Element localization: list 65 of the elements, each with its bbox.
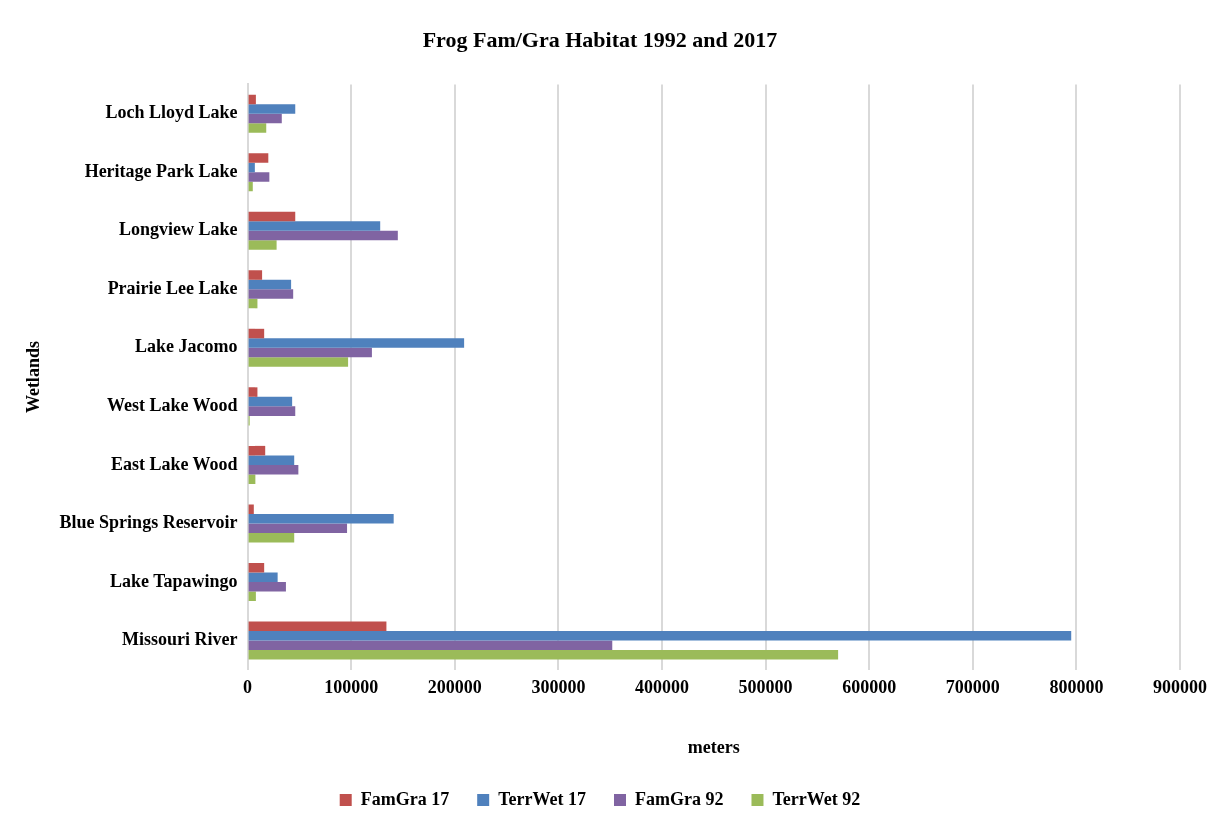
x-tick-label: 300000 [531,677,586,698]
bar [248,240,277,250]
x-tick-label: 100000 [324,677,379,698]
bar [248,650,839,660]
bar [248,104,296,114]
x-tick-label: 700000 [945,677,1000,698]
legend-label: TerrWet 92 [772,788,861,809]
bar [248,357,349,367]
x-tick-label: 800000 [1049,677,1104,698]
bar [248,504,254,514]
bar [248,153,269,163]
bar [248,631,1072,641]
bar [248,445,266,456]
y-tick-label: Longview Lake [119,219,238,240]
bar [248,513,394,524]
legend-label: FamGra 92 [635,788,724,809]
x-tick-label: 200000 [427,677,482,698]
y-tick-label: East Lake Wood [110,453,238,474]
chart-title: Frog Fam/Gra Habitat 1992 and 2017 [422,26,778,52]
legend-label: FamGra 17 [360,788,450,809]
bar [248,591,256,602]
bar [248,406,296,416]
x-tick-label: 500000 [738,677,793,698]
x-tick-label: 0 [243,677,253,698]
y-axis-title: Wetlands [23,341,44,414]
bar [248,621,387,632]
bar [248,328,265,339]
bar [248,581,286,592]
bar [248,279,292,290]
bar [248,338,465,348]
bar [248,532,295,543]
y-tick-label: Blue Springs Reservoir [59,512,238,533]
y-tick-label: Prairie Lee Lake [107,277,238,298]
bar [248,464,299,475]
x-axis-title: meters [687,736,740,757]
y-tick-label: Lake Jacomo [135,336,238,357]
bar [248,162,255,173]
bar [248,640,613,651]
x-tick-label: 600000 [842,677,897,698]
y-tick-label: West Lake Wood [106,395,238,416]
bar [248,474,256,484]
y-tick-label: Heritage Park Lake [84,160,238,181]
bar [248,572,278,582]
bar [248,523,348,533]
legend-label: TerrWet 17 [498,788,586,809]
bar [248,172,270,182]
bar [248,387,258,397]
bar [248,123,267,133]
bar [248,230,398,241]
bar [248,94,256,105]
bar [248,455,295,465]
bar [248,396,293,407]
bar [248,221,381,231]
bar [248,289,294,299]
bar [248,562,265,573]
bar [248,270,263,280]
y-tick-label: Loch Lloyd Lake [105,102,238,123]
x-tick-label: 900000 [1153,677,1207,698]
bar [248,347,372,358]
x-tick-label: 400000 [635,677,689,698]
bar [248,211,296,222]
y-tick-label: Missouri River [122,629,238,650]
y-tick-label: Lake Tapawingo [110,570,238,591]
bar [248,113,282,124]
bar [248,181,253,192]
